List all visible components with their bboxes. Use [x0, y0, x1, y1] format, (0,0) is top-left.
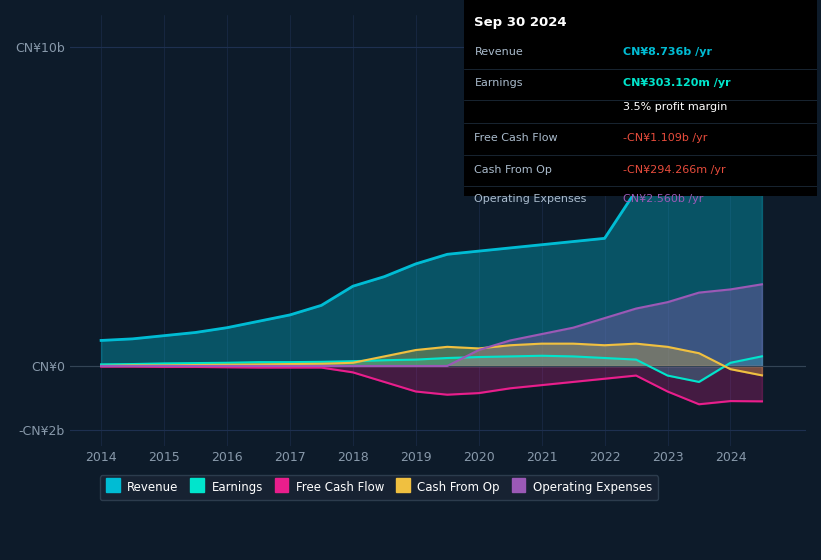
Text: Cash From Op: Cash From Op: [475, 165, 553, 175]
Text: CN¥2.560b /yr: CN¥2.560b /yr: [622, 194, 703, 204]
Text: Free Cash Flow: Free Cash Flow: [475, 133, 558, 143]
Text: Revenue: Revenue: [475, 47, 523, 57]
Text: CN¥8.736b /yr: CN¥8.736b /yr: [622, 47, 712, 57]
Text: Earnings: Earnings: [475, 78, 523, 88]
Text: -CN¥1.109b /yr: -CN¥1.109b /yr: [622, 133, 707, 143]
Text: 3.5% profit margin: 3.5% profit margin: [622, 102, 727, 112]
Legend: Revenue, Earnings, Free Cash Flow, Cash From Op, Operating Expenses: Revenue, Earnings, Free Cash Flow, Cash …: [100, 475, 658, 500]
Text: CN¥303.120m /yr: CN¥303.120m /yr: [622, 78, 731, 88]
Text: Sep 30 2024: Sep 30 2024: [475, 16, 567, 29]
Text: -CN¥294.266m /yr: -CN¥294.266m /yr: [622, 165, 725, 175]
Text: Operating Expenses: Operating Expenses: [475, 194, 587, 204]
